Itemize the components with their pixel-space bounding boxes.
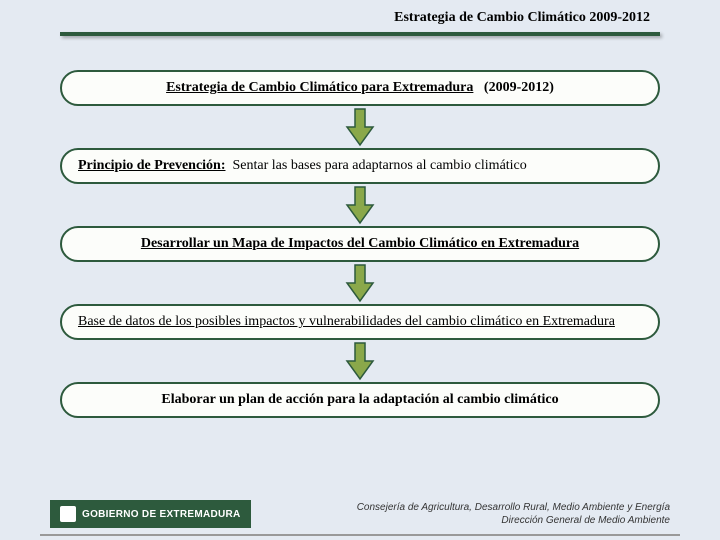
- gov-text: GOBIERNO DE EXTREMADURA: [82, 509, 241, 520]
- footer-rule: [40, 534, 680, 536]
- gov-logo-icon: [60, 506, 76, 522]
- arrow-down-icon: [345, 106, 375, 148]
- flow-box-n4: Base de datos de los posibles impactos y…: [60, 304, 660, 340]
- header-title: Estrategia de Cambio Climático 2009-2012: [394, 10, 650, 26]
- header-rule: [60, 32, 660, 36]
- flow-box-n5: Elaborar un plan de acción para la adapt…: [60, 382, 660, 418]
- footer: GOBIERNO DE EXTREMADURA Consejería de Ag…: [0, 500, 720, 528]
- arrow-down-icon: [345, 262, 375, 304]
- arrow-down-icon: [345, 184, 375, 226]
- flow-box-n3: Desarrollar un Mapa de Impactos del Camb…: [60, 226, 660, 262]
- consejeria-block: Consejería de Agricultura, Desarrollo Ru…: [357, 501, 670, 527]
- arrow-down-icon: [345, 340, 375, 382]
- consejeria-line1: Consejería de Agricultura, Desarrollo Ru…: [357, 501, 670, 514]
- flow-box-n2: Principio de Prevención: Sentar las base…: [60, 148, 660, 184]
- flow-box-n1: Estrategia de Cambio Climático para Extr…: [60, 70, 660, 106]
- consejeria-line2: Dirección General de Medio Ambiente: [357, 514, 670, 527]
- gov-badge: GOBIERNO DE EXTREMADURA: [50, 500, 251, 528]
- flowchart: Estrategia de Cambio Climático para Extr…: [60, 70, 660, 418]
